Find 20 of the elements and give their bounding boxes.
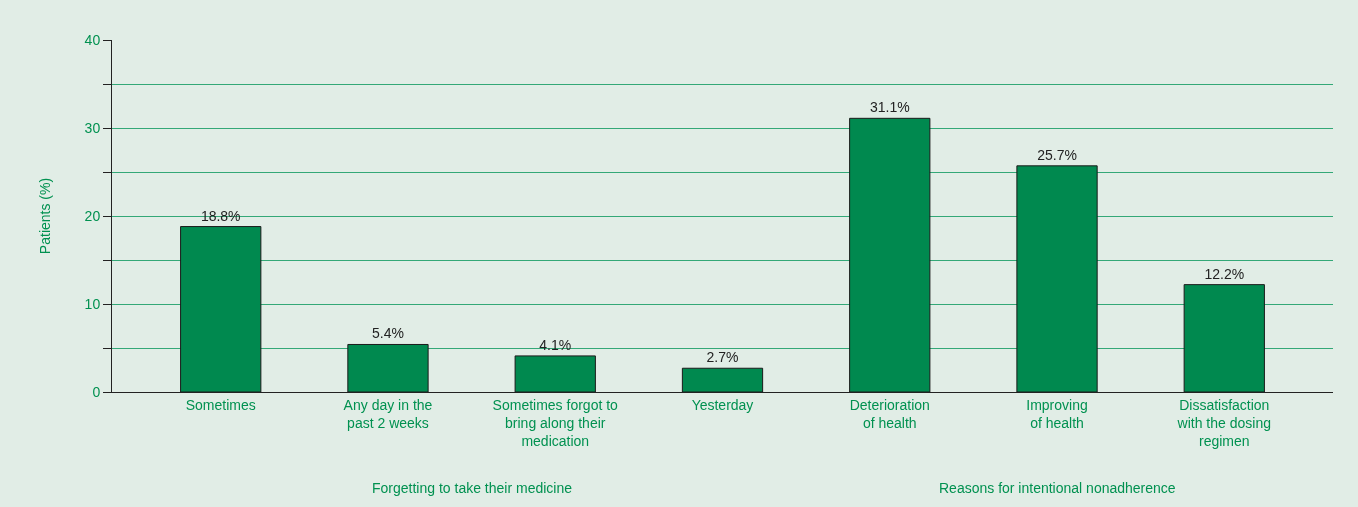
x-tick-label: Any day in the past 2 weeks xyxy=(343,396,433,431)
x-tick-label: Deterioration of health xyxy=(849,396,930,431)
x-tick-label: Yesterday xyxy=(691,396,754,413)
data-label: 31.1% xyxy=(869,99,910,116)
y-tick-label: 40 xyxy=(84,31,101,48)
text: Reasons for intentional nonadherence xyxy=(939,480,1176,496)
x-tick-label: Sometimes xyxy=(185,396,256,413)
y-tick-label: 0 xyxy=(92,383,101,400)
y-tick-label: 30 xyxy=(84,119,101,136)
data-label: 2.7% xyxy=(706,349,739,366)
data-label: 12.2% xyxy=(1204,265,1245,282)
x-tick-label: Dissatisfaction with the dosing regimen xyxy=(1176,396,1271,450)
data-label: 5.4% xyxy=(372,325,404,342)
y-tick-label: 10 xyxy=(84,295,101,312)
data-label: 25.7% xyxy=(1037,146,1077,163)
y-tick-label: 20 xyxy=(84,207,101,224)
y-axis-title: Patients (%) xyxy=(37,177,54,255)
text: Forgetting to take their medicine xyxy=(372,480,573,496)
x-tick-label: Sometimes forgot to bring along their medication xyxy=(492,396,619,450)
x-tick-label: Improving of health xyxy=(1026,396,1088,431)
